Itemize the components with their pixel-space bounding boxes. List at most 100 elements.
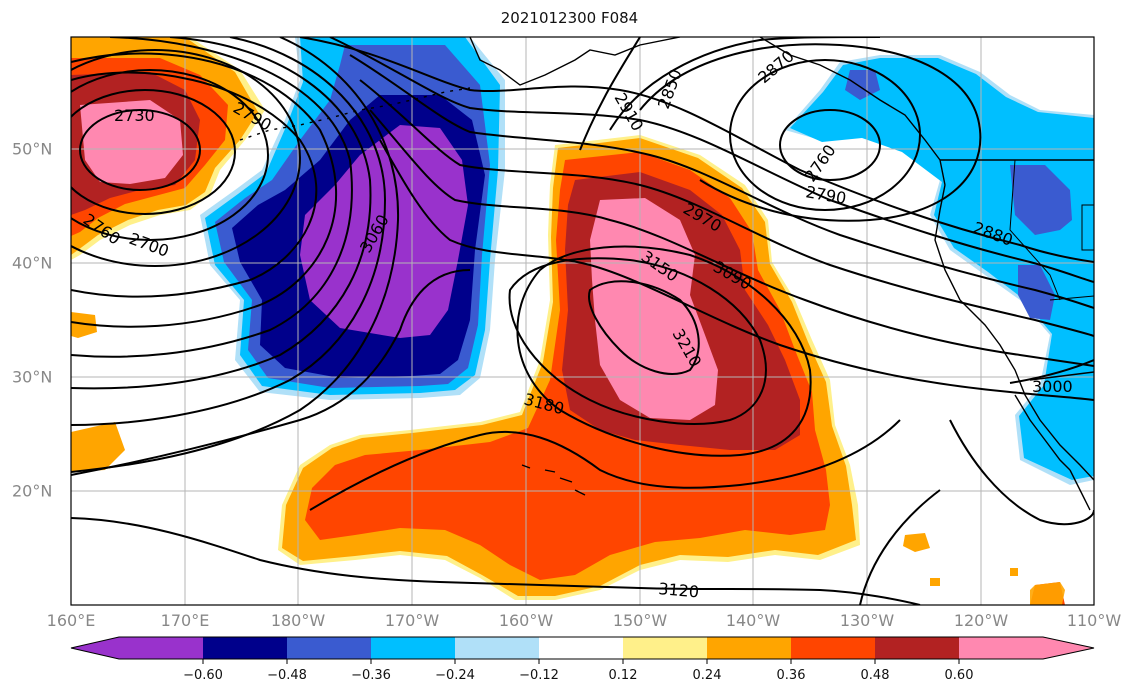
contour-ridge-3150 (508, 257, 767, 425)
neg-anomaly-ne-0-36c (845, 70, 880, 100)
contour-label: 3000 (1032, 377, 1073, 396)
contour-nw-7 (71, 37, 353, 358)
lon-label: 170°W (384, 611, 440, 630)
lon-label: 120°W (953, 611, 1009, 630)
lat-label: 40°N (12, 253, 53, 273)
colorbar-tick-label: −0.60 (183, 668, 223, 683)
contour-nw-8 (71, 37, 372, 390)
contour-ne-3 (639, 43, 982, 222)
contour-east-low-2 (859, 489, 941, 605)
colorbar-bin (71, 637, 119, 659)
pos-anomaly-nw-0-60 (80, 100, 183, 184)
bc-coast (759, 37, 946, 186)
contour-ne-1 (779, 109, 881, 181)
chart-title: 2021012300 F084 (500, 9, 639, 27)
colorbar-bin (1043, 637, 1094, 659)
colorbar (70, 636, 1095, 664)
contour-trough-3 (349, 54, 1094, 309)
state-border-2 (1049, 295, 1094, 301)
lon-label: 110°W (1066, 611, 1122, 630)
colorbar-frame (70, 636, 1095, 660)
colorbar-bin (119, 637, 203, 659)
colorbar-tick-label: 0.12 (608, 668, 638, 683)
colorbar-tick-label: −0.48 (267, 668, 307, 683)
contour-nw-10 (71, 37, 400, 473)
contour-label: 2730 (114, 106, 155, 125)
contour-ne-2 (729, 59, 921, 211)
contour-trough-1 (299, 37, 1094, 263)
contour-nw-4 (71, 49, 301, 267)
contour-ridge-3180 (516, 245, 812, 457)
pos-anomaly-small-w (71, 312, 97, 338)
contour-south-1 (71, 269, 471, 476)
colorbar-tick-label: −0.24 (435, 668, 475, 683)
state-border-3 (1081, 204, 1094, 251)
contour-nw-9 (71, 37, 387, 426)
state-border-1 (1009, 159, 1061, 301)
contour-trough-2 (329, 37, 1094, 283)
lon-label: 150°W (612, 611, 668, 630)
colorbar-tick-label: 0.24 (692, 668, 722, 683)
us-mexico-border (1029, 371, 1094, 381)
coastlines (239, 37, 1094, 511)
contour-ne-5 (579, 37, 641, 151)
lat-label: 30°N (12, 367, 53, 387)
lon-label: 140°W (725, 611, 781, 630)
colorbar-tick-label: 0.60 (944, 668, 974, 683)
alaska-coast (469, 37, 681, 86)
pos-anomaly-blob-se-ring (1030, 582, 1065, 605)
neg-anomaly-ne-0-24 (790, 58, 1094, 480)
contour-nw-5 (71, 71, 318, 298)
lon-label: 130°W (839, 611, 895, 630)
contour-south-3120 (71, 517, 921, 605)
colorbar-bin (455, 637, 539, 659)
lat-label: 20°N (12, 481, 53, 501)
colorbar-bin (539, 637, 623, 659)
colorbar-bin (287, 637, 371, 659)
colorbar-bin (791, 637, 875, 659)
neg-anomaly-ne-0-36b (1018, 265, 1055, 320)
colorbar-tick-label: 0.48 (860, 668, 890, 683)
hawaii-1 (521, 464, 531, 469)
pos-anomaly-blob-e1 (903, 533, 930, 552)
contour-nw-3 (71, 69, 269, 241)
pos-anomaly-blob-e3 (1010, 568, 1018, 576)
map-area: 2730 2790 2760 2700 3060 2910 2850 2870 … (71, 37, 1094, 605)
colorbar-bin (875, 637, 959, 659)
colorbar-bin (371, 637, 455, 659)
contour-trough-5 (369, 109, 1094, 367)
colorbar-bin (959, 637, 1043, 659)
contour-trough-4 (359, 79, 1094, 337)
lon-label: 160°W (498, 611, 554, 630)
hawaii-3 (559, 477, 573, 483)
neg-anomaly-ne-0-36 (1010, 165, 1072, 235)
west-coast (934, 184, 1094, 481)
lon-label: 170°E (160, 611, 210, 630)
lon-label: 160°E (46, 611, 96, 630)
pos-anomaly-small-sw (71, 422, 125, 472)
contour-south-2 (309, 419, 901, 511)
contour-east-3000 (1009, 359, 1094, 384)
colorbar-bin (623, 637, 707, 659)
baja (1014, 394, 1071, 471)
colorbar-ticks (202, 659, 960, 664)
contour-ridge-3210 (588, 280, 700, 375)
contour-east-low-1 (949, 419, 1094, 526)
pos-anomaly-blob-e2 (930, 578, 940, 586)
contour-nw-1 (79, 109, 201, 191)
height-contours (71, 37, 1094, 605)
contour-trough-6 (379, 139, 1094, 401)
hawaii-2 (544, 469, 556, 473)
colorbar-tick-label: −0.36 (351, 668, 391, 683)
hawaii-4 (574, 489, 586, 496)
contour-nw-6 (71, 52, 337, 328)
colorbar-tick-label: 0.36 (776, 668, 806, 683)
map-frame (70, 36, 1095, 606)
contour-label: 3120 (658, 579, 700, 601)
contour-nw-2 (71, 89, 236, 215)
lon-label: 180°W (270, 611, 326, 630)
mexico-coast (1069, 469, 1091, 511)
colorbar-tick-label: −0.12 (519, 668, 559, 683)
lat-label: 50°N (12, 139, 53, 159)
